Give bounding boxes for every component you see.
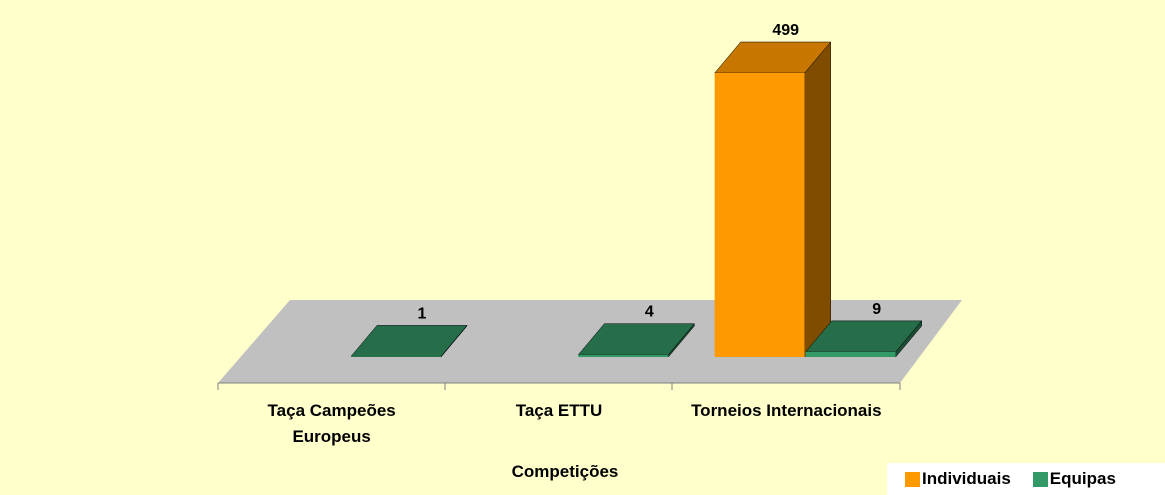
value-label: 4	[645, 304, 654, 321]
x-tick-label: Taça ETTU	[515, 401, 603, 420]
legend: Individuais Equipas	[887, 463, 1165, 495]
value-label: 1	[418, 305, 427, 322]
bar-front	[714, 73, 805, 357]
value-label: 9	[872, 301, 881, 318]
bar-front	[805, 351, 896, 357]
bar	[350, 324, 468, 358]
bar-front	[351, 356, 441, 357]
bar	[577, 323, 695, 358]
x-axis	[217, 382, 901, 390]
legend-label: Equipas	[1049, 469, 1116, 488]
x-tick-label: Torneios Internacionais	[691, 401, 882, 420]
bar-front	[578, 354, 669, 357]
bar-side	[804, 41, 831, 358]
legend-swatch	[905, 471, 920, 487]
value-label: 499	[772, 22, 799, 39]
bar	[714, 41, 832, 358]
legend-item: Equipas	[1032, 469, 1116, 489]
legend-label: Individuais	[922, 469, 1011, 488]
legend-item: Individuais	[905, 469, 1011, 489]
legend-swatch	[1032, 471, 1048, 487]
bar	[805, 320, 923, 358]
x-axis-title: Competições	[511, 462, 619, 481]
x-tick-label: Taça Campeões Europeus	[267, 401, 396, 446]
